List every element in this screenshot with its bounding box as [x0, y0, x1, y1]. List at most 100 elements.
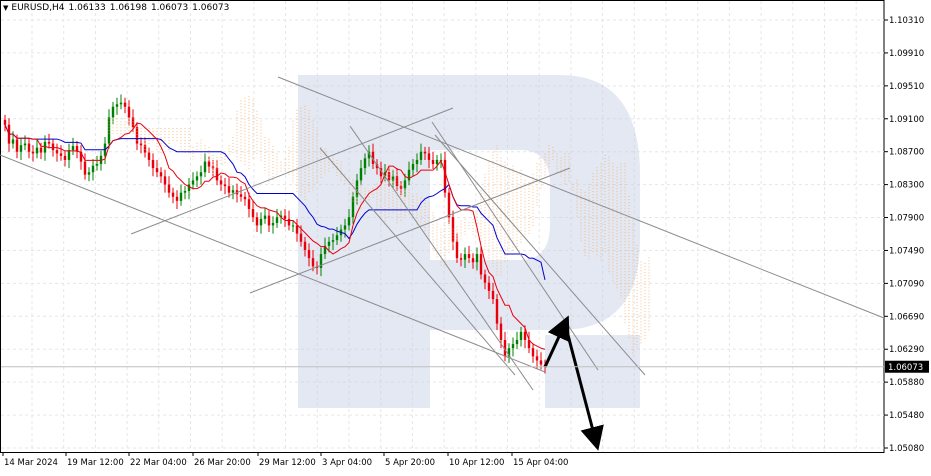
candle-body [487, 282, 491, 291]
x-tick-label: 19 Mar 12:00 [67, 458, 124, 468]
candle-body [207, 161, 211, 167]
candle-body [431, 159, 435, 165]
candle-body [319, 254, 323, 268]
candle-body [3, 119, 7, 125]
candle-body [115, 104, 119, 107]
candle-body [215, 168, 219, 181]
candle-body [251, 209, 255, 218]
candle-body [363, 158, 367, 169]
trend-line [130, 107, 454, 235]
trend-line [434, 134, 646, 376]
y-tick-label: 1.09100 [889, 115, 924, 125]
x-tick-label: 29 Mar 12:00 [259, 458, 316, 468]
candle-body [507, 348, 511, 357]
y-tick-label: 1.07090 [889, 279, 924, 289]
trend-line [349, 125, 534, 391]
candle-body [447, 192, 451, 218]
candle-body [355, 180, 359, 197]
candle-body [527, 339, 531, 349]
plot-frame [0, 0, 885, 453]
candle-body [19, 145, 23, 152]
candle-body [467, 254, 471, 259]
candle-body [259, 218, 263, 226]
candle-body [455, 241, 459, 259]
candle-body [323, 245, 327, 255]
candle-body [59, 153, 63, 156]
trend-line [249, 167, 571, 294]
candle-body [495, 299, 499, 324]
candle-body [151, 159, 155, 169]
candle-body [499, 323, 503, 340]
candle-body [47, 141, 51, 144]
trend-line [277, 76, 885, 319]
y-axis: 1.10310 1.09910 1.09510 1.09100 1.08700 1.083… [884, 16, 924, 454]
y-tick-label: 1.10310 [889, 16, 924, 26]
y-tick-label: 1.09510 [889, 82, 924, 92]
candle-body [379, 168, 383, 177]
x-tick-label: 14 Mar 2024 [4, 458, 58, 468]
collapse-triangle-icon[interactable]: ▼ [3, 4, 9, 12]
candle-body [403, 180, 407, 189]
candle-body [531, 348, 535, 357]
candle-body [343, 225, 347, 230]
candle-body [79, 151, 83, 162]
candle-body [39, 147, 43, 153]
candle-body [179, 192, 183, 201]
x-tick-label: 3 Apr 04:00 [322, 458, 372, 468]
candle-body [295, 225, 299, 234]
candle-body [283, 215, 287, 219]
candle-body [539, 360, 543, 365]
y-tick-label: 1.07900 [889, 214, 924, 224]
candle-body [127, 106, 131, 118]
candle-body [191, 180, 195, 185]
candle-body [155, 168, 159, 173]
candle-body [187, 184, 191, 192]
candle-body [371, 151, 375, 165]
candle-body [243, 196, 247, 200]
forecast-arrow-up [543, 315, 570, 368]
x-tick-label: 15 Apr 04:00 [513, 458, 568, 468]
candle-body [203, 161, 207, 173]
forecast-arrow-down [563, 323, 604, 451]
candle-body [335, 235, 339, 241]
candle-body [175, 196, 179, 201]
candle-body [31, 151, 35, 154]
candle-body [347, 217, 351, 226]
candle-body [131, 117, 135, 128]
candle-body [475, 254, 479, 263]
candle-body [307, 249, 311, 259]
ticker-info: ▼ EURUSD,H4 1.06133 1.06198 1.06073 1.06073 [3, 3, 233, 13]
candle-body [35, 147, 39, 154]
candle-body [387, 172, 391, 181]
candle-body [519, 331, 523, 340]
candle-body [163, 176, 167, 185]
candle-body [11, 139, 15, 144]
candle-body [159, 172, 163, 177]
candle-body [227, 186, 231, 193]
candle-body [135, 127, 139, 144]
x-tick-label: 5 Apr 20:00 [385, 458, 435, 468]
y-tick-label: 1.05880 [889, 378, 924, 388]
candle-body [479, 254, 483, 275]
candle-body [119, 102, 123, 105]
candle-body [331, 240, 335, 242]
symbol-label: EURUSD,H4 [11, 3, 65, 13]
candle-body [95, 164, 99, 166]
candle-body [511, 344, 515, 349]
y-tick-label: 1.05080 [889, 444, 924, 454]
candle-body [167, 184, 171, 193]
candle-body [311, 258, 315, 267]
candle-body [143, 145, 147, 153]
candle-body [23, 143, 27, 146]
candle-body [419, 151, 423, 160]
trend-line [0, 154, 546, 373]
high-value: 1.06198 [109, 3, 147, 13]
candle-body [247, 199, 251, 210]
watermark-r-foot [545, 335, 640, 408]
candle-body [63, 155, 67, 160]
candle-body [87, 172, 91, 175]
candle-body [55, 150, 59, 154]
candle-body [327, 241, 331, 246]
